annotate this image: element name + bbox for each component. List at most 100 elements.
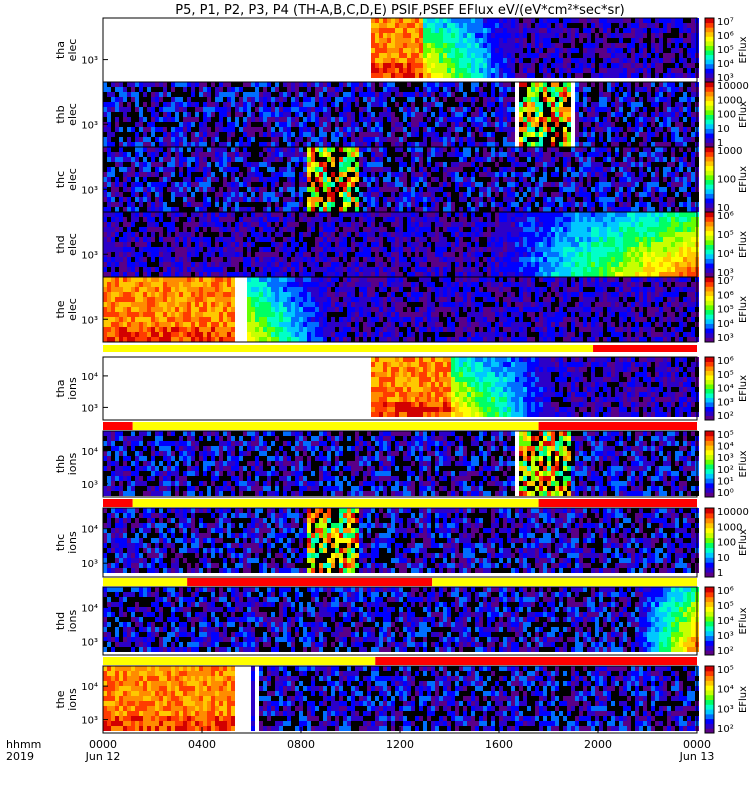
spectrogram-cell — [623, 137, 627, 142]
spectrogram-cell — [375, 182, 379, 187]
spectrogram-cell — [411, 137, 415, 142]
spectrogram-cell — [647, 127, 651, 132]
spectrogram-cell — [671, 102, 675, 107]
spectrogram-cell — [551, 87, 555, 92]
spectrogram-cell — [547, 48, 551, 53]
spectrogram-cell — [543, 117, 547, 122]
spectrogram-cell — [543, 132, 547, 137]
spectrogram-cell — [687, 97, 691, 102]
spectrogram-cell — [219, 207, 223, 212]
spectrogram-cell — [207, 197, 211, 202]
spectrogram-cell — [167, 157, 171, 162]
spectrogram-cell — [319, 157, 323, 162]
spectrogram-cell — [463, 82, 467, 87]
spectrogram-cell — [135, 82, 139, 87]
spectrogram-cell — [687, 167, 691, 172]
spectrogram-cell — [479, 112, 483, 117]
spectrogram-cell — [103, 197, 107, 202]
spectrogram-cell — [295, 87, 299, 92]
spectrogram-cell — [619, 102, 623, 107]
spectrogram-cell — [155, 177, 159, 182]
spectrogram-cell — [383, 147, 387, 152]
spectrogram-cell — [119, 167, 123, 172]
spectrogram-cell — [671, 92, 675, 97]
spectrogram-cell — [415, 63, 419, 68]
spectrogram-cell — [167, 207, 171, 212]
spectrogram-cell — [659, 202, 663, 207]
spectrogram-cell — [459, 97, 463, 102]
spectrogram-cell — [447, 43, 451, 48]
spectrogram-cell — [675, 48, 679, 53]
spectrogram-cell — [375, 162, 379, 167]
spectrogram-cell — [611, 38, 615, 43]
spectrogram-cell — [619, 97, 623, 102]
spectrogram-cell — [551, 122, 555, 127]
spectrogram-cell — [151, 157, 155, 162]
colorbar-swatch — [705, 170, 714, 176]
spectrogram-cell — [531, 48, 535, 53]
spectrogram-cell — [399, 33, 403, 38]
spectrogram-cell — [691, 177, 695, 182]
spectrogram-cell — [307, 102, 311, 107]
spectrogram-cell — [155, 162, 159, 167]
spectrogram-cell — [475, 97, 479, 102]
spectrogram-cell — [607, 137, 611, 142]
spectrogram-cell — [447, 23, 451, 28]
spectrogram-cell — [551, 142, 555, 147]
spectrogram-cell — [507, 28, 511, 33]
spectrogram-cell — [683, 122, 687, 127]
spectrogram-cell — [219, 97, 223, 102]
spectrogram-cell — [635, 58, 639, 63]
spectrogram-cell — [319, 117, 323, 122]
spectrogram-cell — [619, 207, 623, 212]
spectrogram-cell — [607, 33, 611, 38]
spectrogram-cell — [143, 127, 147, 132]
spectrogram-cell — [631, 48, 635, 53]
spectrogram-cell — [503, 38, 507, 43]
spectrogram-cell — [323, 82, 327, 87]
spectrogram-cell — [343, 117, 347, 122]
spectrogram-cell — [127, 207, 131, 212]
spectrogram-cell — [583, 147, 587, 152]
spectrogram-cell — [251, 152, 255, 157]
spectrogram-cell — [591, 23, 595, 28]
spectrogram-cell — [391, 177, 395, 182]
spectrogram-cell — [343, 112, 347, 117]
spectrogram-cell — [615, 73, 619, 78]
spectrogram-cell — [319, 167, 323, 172]
spectrogram-cell — [435, 68, 439, 73]
spectrogram-cell — [195, 142, 199, 147]
spectrogram-cell — [411, 187, 415, 192]
spectrogram-cell — [627, 23, 631, 28]
spectrogram-cell — [459, 192, 463, 197]
spectrogram-cell — [347, 167, 351, 172]
spectrogram-cell — [107, 247, 111, 252]
spectrogram-cell — [251, 127, 255, 132]
spectrogram-cell — [499, 87, 503, 92]
spectrogram-cell — [407, 187, 411, 192]
spectrogram-cell — [199, 152, 203, 157]
spectrogram-cell — [679, 147, 683, 152]
spectrogram-cell — [275, 162, 279, 167]
spectrogram-cell — [327, 152, 331, 157]
spectrogram-cell — [395, 92, 399, 97]
spectrogram-cell — [399, 102, 403, 107]
spectrogram-cell — [259, 187, 263, 192]
spectrogram-cell — [671, 172, 675, 177]
spectrogram-cell — [379, 207, 383, 212]
spectrogram-cell — [579, 162, 583, 167]
spectrogram-cell — [539, 132, 543, 137]
spectrogram-cell — [203, 122, 207, 127]
spectrogram-cell — [663, 107, 667, 112]
spectrogram-cell — [263, 177, 267, 182]
spectrogram-cell — [631, 82, 635, 87]
spectrogram-cell — [403, 87, 407, 92]
spectrogram-cell — [103, 92, 107, 97]
spectrogram-cell — [659, 137, 663, 142]
spectrogram-cell — [311, 192, 315, 197]
spectrogram-cell — [307, 97, 311, 102]
spectrogram-cell — [207, 82, 211, 87]
spectrogram-cell — [411, 43, 415, 48]
spectrogram-cell — [143, 102, 147, 107]
spectrogram-cell — [483, 63, 487, 68]
